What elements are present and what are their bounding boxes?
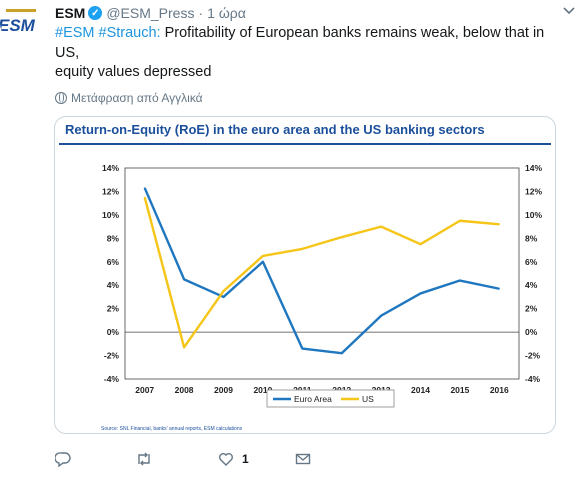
tweet-text: #ESM #Strauch: Profitability of European… <box>55 24 555 83</box>
data-point-us <box>222 290 225 292</box>
avatar[interactable]: ESM <box>0 2 42 44</box>
chart-source: Source: SNL Financial, banks' annual rep… <box>101 426 243 432</box>
y-tick-label-left: 2% <box>107 304 120 314</box>
y-tick-label-right: -4% <box>525 374 541 384</box>
y-tick-label-left: -2% <box>104 351 120 361</box>
envelope-icon <box>295 453 311 465</box>
y-tick-label-left: 0% <box>107 327 120 337</box>
data-point-euro-area <box>262 261 264 263</box>
y-tick-label-right: 14% <box>525 163 542 173</box>
plot-frame <box>124 167 520 380</box>
chevron-down-icon[interactable] <box>562 3 576 17</box>
data-point-us <box>144 196 146 198</box>
like-count: 1 <box>242 452 249 466</box>
y-tick-label-right: 0% <box>525 327 538 337</box>
tweet-text-line2: US, <box>55 44 80 61</box>
data-point-euro-area <box>341 352 343 354</box>
tweet-text-line1: Profitability of European banks remains … <box>160 25 545 41</box>
chart-title: Return-on-Equity (RoE) in the euro area … <box>65 122 485 137</box>
legend-label: Euro Area <box>294 394 332 404</box>
author-name[interactable]: ESM <box>55 5 86 21</box>
roe-chart: Return-on-Equity (RoE) in the euro area … <box>59 122 551 432</box>
series-line-us <box>143 197 500 349</box>
reply-button[interactable] <box>55 449 71 469</box>
data-point-us <box>183 346 185 348</box>
y-tick-label-right: 12% <box>525 186 542 196</box>
data-point-us <box>380 226 382 228</box>
y-tick-label-right: 8% <box>525 233 538 243</box>
legend-label: US <box>362 394 374 404</box>
tweet-actions: 1 <box>55 449 455 469</box>
verified-badge-icon: ✓ <box>88 6 103 20</box>
y-tick-label-left: -4% <box>104 374 120 384</box>
data-point-euro-area <box>183 278 185 280</box>
data-point-us <box>419 243 422 245</box>
retweet-button[interactable] <box>135 449 153 469</box>
globe-icon <box>55 92 67 104</box>
x-tick-label: 2009 <box>214 385 233 395</box>
data-point-euro-area <box>459 279 461 282</box>
hashtag-links[interactable]: #ESM #Strauch: <box>55 25 161 41</box>
data-point-us <box>341 236 343 238</box>
y-tick-label-right: 2% <box>525 304 538 314</box>
y-tick-label-left: 6% <box>107 257 120 267</box>
legend-box <box>266 389 395 408</box>
translate-link[interactable]: Μετάφραση από Αγγλικά <box>55 91 203 105</box>
x-tick-label: 2014 <box>411 385 430 395</box>
data-point-euro-area <box>144 187 146 189</box>
data-point-euro-area <box>301 347 303 350</box>
series-line-euro-area <box>143 187 500 355</box>
data-point-us <box>262 255 264 257</box>
x-tick-label: 2015 <box>450 385 469 395</box>
y-tick-label-right: 6% <box>525 257 538 267</box>
x-tick-label: 2016 <box>490 385 509 395</box>
retweet-icon <box>138 452 150 466</box>
direct-message-button[interactable] <box>295 449 311 469</box>
y-tick-label-left: 14% <box>102 163 119 173</box>
data-point-us <box>459 220 461 222</box>
heart-icon <box>219 453 233 466</box>
data-point-us <box>301 248 303 250</box>
avatar-logo: ESM <box>0 16 35 35</box>
data-point-us <box>498 223 500 225</box>
data-point-euro-area <box>222 296 225 298</box>
y-tick-label-left: 8% <box>107 233 120 243</box>
y-tick-label-left: 10% <box>102 210 119 220</box>
tweet-header: ESM ✓ @ESM_Press · 1 ώρα <box>55 3 246 23</box>
y-tick-label-left: 4% <box>107 280 120 290</box>
separator-dot: · <box>198 5 204 21</box>
avatar-logo-stripe <box>6 9 36 12</box>
y-tick-label-right: 10% <box>525 210 542 220</box>
tweet-media-chart[interactable]: Return-on-Equity (RoE) in the euro area … <box>54 116 556 434</box>
x-tick-label: 2010 <box>253 385 272 395</box>
data-point-euro-area <box>498 288 500 290</box>
data-point-euro-area <box>419 292 422 295</box>
y-tick-label-right: -2% <box>525 351 541 361</box>
x-tick-label: 2008 <box>175 385 194 395</box>
y-tick-label-left: 12% <box>102 186 119 196</box>
data-point-euro-area <box>380 315 382 317</box>
x-tick-label: 2007 <box>135 385 154 395</box>
reply-icon <box>55 452 71 467</box>
author-handle[interactable]: @ESM_Press <box>106 5 195 21</box>
y-tick-label-right: 4% <box>525 280 538 290</box>
translate-label: Μετάφραση από Αγγλικά <box>71 91 203 105</box>
tweet-text-line3: equity values depressed <box>55 64 212 80</box>
tweet-timestamp[interactable]: 1 ώρα <box>207 5 246 21</box>
like-button[interactable]: 1 <box>218 449 249 469</box>
